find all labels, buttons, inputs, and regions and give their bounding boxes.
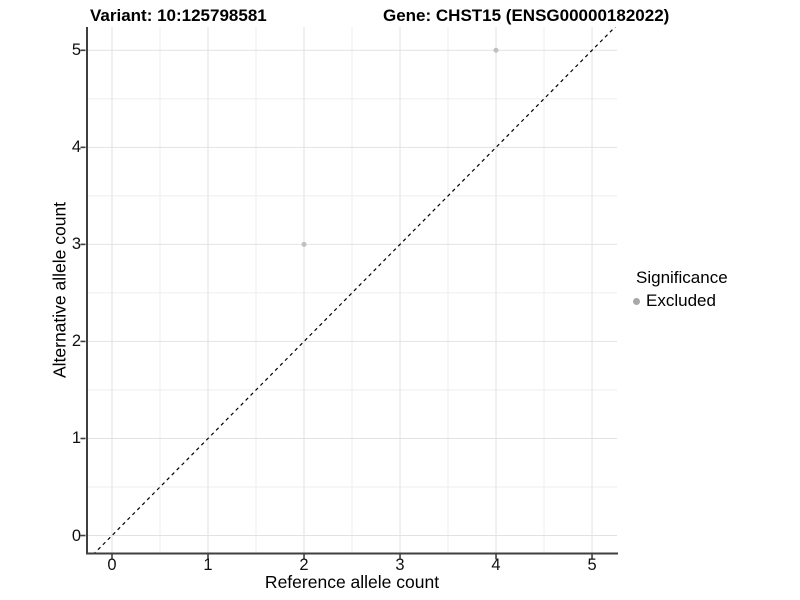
data-point xyxy=(301,241,307,247)
y-tick-label: 4 xyxy=(71,138,81,157)
variant-title: Variant: 10:125798581 xyxy=(90,6,267,25)
x-axis-title: Reference allele count xyxy=(264,572,440,592)
x-tick-label: 2 xyxy=(299,556,309,574)
legend: Significance Excluded xyxy=(630,268,728,311)
excluded-point-icon xyxy=(633,297,640,305)
y-tick-label: 0 xyxy=(71,526,81,545)
x-tick-label: 1 xyxy=(203,556,213,574)
x-tick-label: 4 xyxy=(491,556,501,574)
identity-dashed-line xyxy=(93,27,616,553)
legend-item-excluded: Excluded xyxy=(630,291,728,311)
data-point xyxy=(493,47,499,53)
y-tick-label: 2 xyxy=(71,332,81,351)
x-tick-label: 3 xyxy=(395,556,405,574)
x-tick-label: 0 xyxy=(107,556,117,574)
legend-title: Significance xyxy=(636,268,728,287)
x-tick-label: 5 xyxy=(587,556,597,574)
legend-item-label: Excluded xyxy=(646,291,716,310)
y-tick-label: 5 xyxy=(71,41,81,60)
y-tick-label: 1 xyxy=(71,429,81,448)
gene-title: Gene: CHST15 (ENSG00000182022) xyxy=(383,6,670,25)
y-tick-label: 3 xyxy=(71,235,81,254)
y-axis-title: Alternative allele count xyxy=(49,201,70,379)
